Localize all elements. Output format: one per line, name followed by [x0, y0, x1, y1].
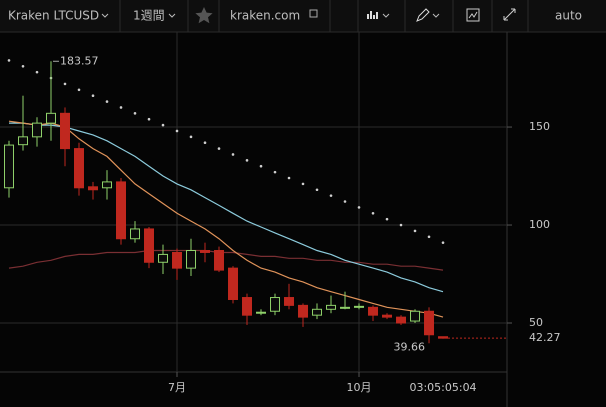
source[interactable]: kraken.com [230, 9, 300, 23]
candle-body [410, 310, 421, 322]
sar-dot [287, 176, 291, 180]
indicator-icon[interactable] [466, 8, 480, 22]
candle-body [116, 181, 127, 240]
draw-icon[interactable] [416, 8, 430, 22]
sar-dot [105, 100, 109, 103]
sar-dot [301, 182, 305, 186]
external-icon[interactable] [309, 9, 318, 18]
candle-body [102, 181, 113, 189]
x-tick-label: 7月 [168, 381, 186, 394]
interval[interactable]: 1週間 [133, 9, 165, 23]
candle-body [424, 310, 435, 336]
last-price-label: 42.27 [529, 331, 561, 344]
sar-dot [385, 217, 389, 221]
indicator-line [9, 122, 444, 293]
sar-dot [427, 235, 431, 239]
candle-body [32, 122, 43, 138]
sar-dot [357, 206, 361, 209]
sar-dot [203, 141, 207, 145]
sar-dot [371, 211, 375, 215]
sar-dot [441, 241, 445, 244]
candle-body [60, 112, 71, 150]
candle-body [312, 308, 323, 316]
scale-mode[interactable]: auto [555, 9, 582, 23]
high-label: 183.57 [60, 54, 99, 67]
candle-body [214, 250, 225, 271]
sar-dot [231, 153, 235, 156]
candle-body [396, 316, 407, 324]
chart-type-icon[interactable] [367, 11, 378, 19]
sar-dot [147, 117, 151, 121]
sar-dot [91, 94, 95, 97]
y-tick-label: 150 [529, 120, 550, 133]
sar-dot [175, 129, 179, 133]
candle-body [200, 250, 211, 253]
candle-body [242, 297, 253, 316]
sar-dot [259, 164, 263, 168]
sar-dot [119, 106, 123, 109]
chevron[interactable] [101, 13, 109, 18]
candle-body [88, 186, 99, 191]
sar-dot [329, 194, 333, 197]
chevron[interactable] [168, 13, 176, 18]
indicator-icon-line [468, 11, 478, 19]
y-tick-label: 50 [529, 316, 543, 329]
candle-body [46, 112, 57, 124]
sar-dot [77, 88, 81, 92]
candle-body [438, 336, 449, 339]
sar-dot [63, 82, 67, 86]
candle-body [74, 148, 85, 189]
candle-body [158, 253, 169, 263]
sar-dot [245, 159, 249, 162]
candle-body [354, 305, 365, 308]
countdown: 03:05:05:04 [409, 381, 476, 394]
candle-body [368, 306, 379, 316]
sar-dot [35, 70, 39, 74]
chevron[interactable] [432, 13, 440, 18]
candle-body [172, 251, 183, 269]
candle-body [144, 228, 155, 263]
candle-body [382, 314, 393, 318]
chevron[interactable] [382, 13, 390, 18]
sar-dot [315, 188, 319, 192]
candle-body [340, 306, 351, 309]
sar-dot [217, 147, 221, 150]
symbol[interactable]: Kraken LTCUSD [8, 9, 99, 23]
toolbar: Kraken LTCUSD 1週間 kraken.com auto [0, 0, 606, 33]
y-tick-label: 100 [529, 218, 550, 231]
candle-body [284, 297, 295, 306]
sar-dot [133, 112, 137, 115]
sar-dot [273, 170, 277, 174]
candle-body [186, 250, 197, 269]
sar-dot [7, 59, 11, 62]
candle-body [4, 144, 15, 189]
x-tick-label: 10月 [347, 381, 372, 394]
toolbar-bg [0, 0, 606, 32]
favorite-icon[interactable] [195, 7, 213, 24]
sar-dot [161, 123, 165, 127]
sar-dot [343, 200, 347, 203]
sar-dot [413, 229, 417, 233]
candle-body [18, 136, 29, 146]
candle-body [326, 304, 337, 310]
candle-body [130, 228, 141, 240]
candle-body [256, 311, 267, 314]
candle-body [298, 304, 309, 318]
low-label: 39.66 [394, 340, 426, 353]
sar-dot [21, 64, 25, 68]
indicator-line [8, 249, 444, 271]
sar-dot [399, 223, 403, 227]
sar-dot [189, 135, 193, 139]
candle-body [228, 267, 239, 300]
plot: 50 100 150 7月 10月 183.57 39.66 42.27 03:05:05:04 [0, 32, 561, 394]
candle-body [270, 297, 281, 312]
indicator-line [8, 120, 444, 318]
fullscreen-icon[interactable] [503, 8, 516, 21]
